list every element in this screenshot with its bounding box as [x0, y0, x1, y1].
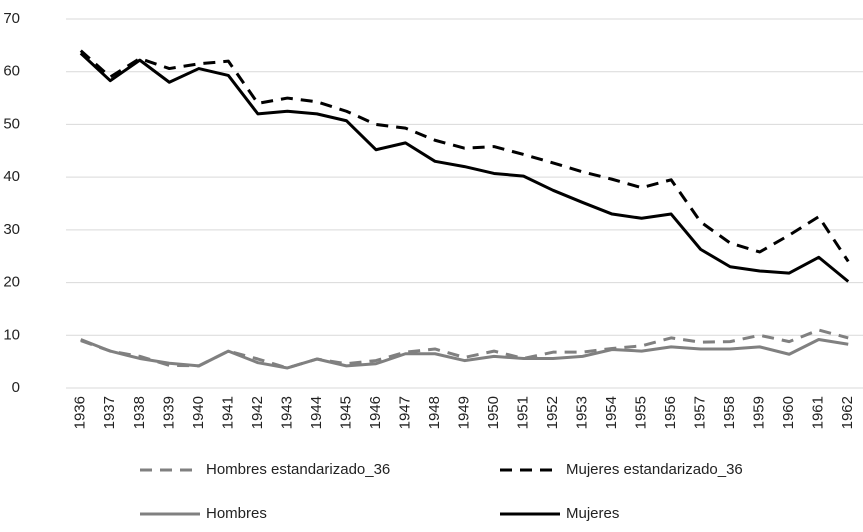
x-tick-label: 1956 [662, 396, 679, 429]
x-tick-label: 1938 [131, 396, 148, 429]
y-tick-label: 20 [3, 274, 20, 291]
x-tick-label: 1958 [721, 396, 738, 429]
x-tick-label: 1962 [839, 396, 856, 429]
line-series [79, 49, 850, 263]
x-tick-label: 1953 [574, 396, 591, 429]
x-tick-label: 1936 [72, 396, 89, 429]
x-tick-label: 1949 [455, 396, 472, 429]
y-tick-label: 50 [3, 115, 20, 132]
y-tick-label: 40 [3, 168, 20, 185]
line-series [79, 52, 850, 283]
x-tick-label: 1951 [515, 396, 532, 429]
x-tick-label: 1961 [810, 396, 827, 429]
y-tick-label: 0 [12, 379, 20, 396]
x-tick-label: 1959 [751, 396, 768, 429]
x-tick-label: 1946 [367, 396, 384, 429]
x-tick-label: 1942 [249, 396, 266, 429]
x-tick-label: 1947 [396, 396, 413, 429]
x-tick-label: 1954 [603, 396, 620, 429]
y-tick-label: 60 [3, 63, 20, 80]
legend-label: Hombres [206, 505, 267, 522]
legend-label: Mujeres [566, 505, 619, 522]
x-tick-label: 1955 [633, 396, 650, 429]
x-tick-label: 1943 [278, 396, 295, 429]
x-tick-label: 1952 [544, 396, 561, 429]
y-tick-label: 70 [3, 10, 20, 27]
x-tick-label: 1940 [190, 396, 207, 429]
x-tick-label: 1937 [101, 396, 118, 429]
line-series [80, 338, 849, 370]
legend-label: Hombres estandarizado_36 [206, 461, 390, 478]
x-tick-label: 1957 [692, 396, 709, 429]
x-tick-label: 1941 [219, 396, 236, 429]
x-tick-label: 1945 [337, 396, 354, 429]
x-tick-label: 1950 [485, 396, 502, 429]
legend-label: Mujeres estandarizado_36 [566, 461, 743, 478]
y-tick-label: 30 [3, 221, 20, 238]
x-tick-label: 1948 [426, 396, 443, 429]
x-tick-label: 1960 [780, 396, 797, 429]
y-tick-label: 10 [3, 326, 20, 343]
x-tick-label: 1944 [308, 396, 325, 429]
x-tick-label: 1939 [160, 396, 177, 429]
